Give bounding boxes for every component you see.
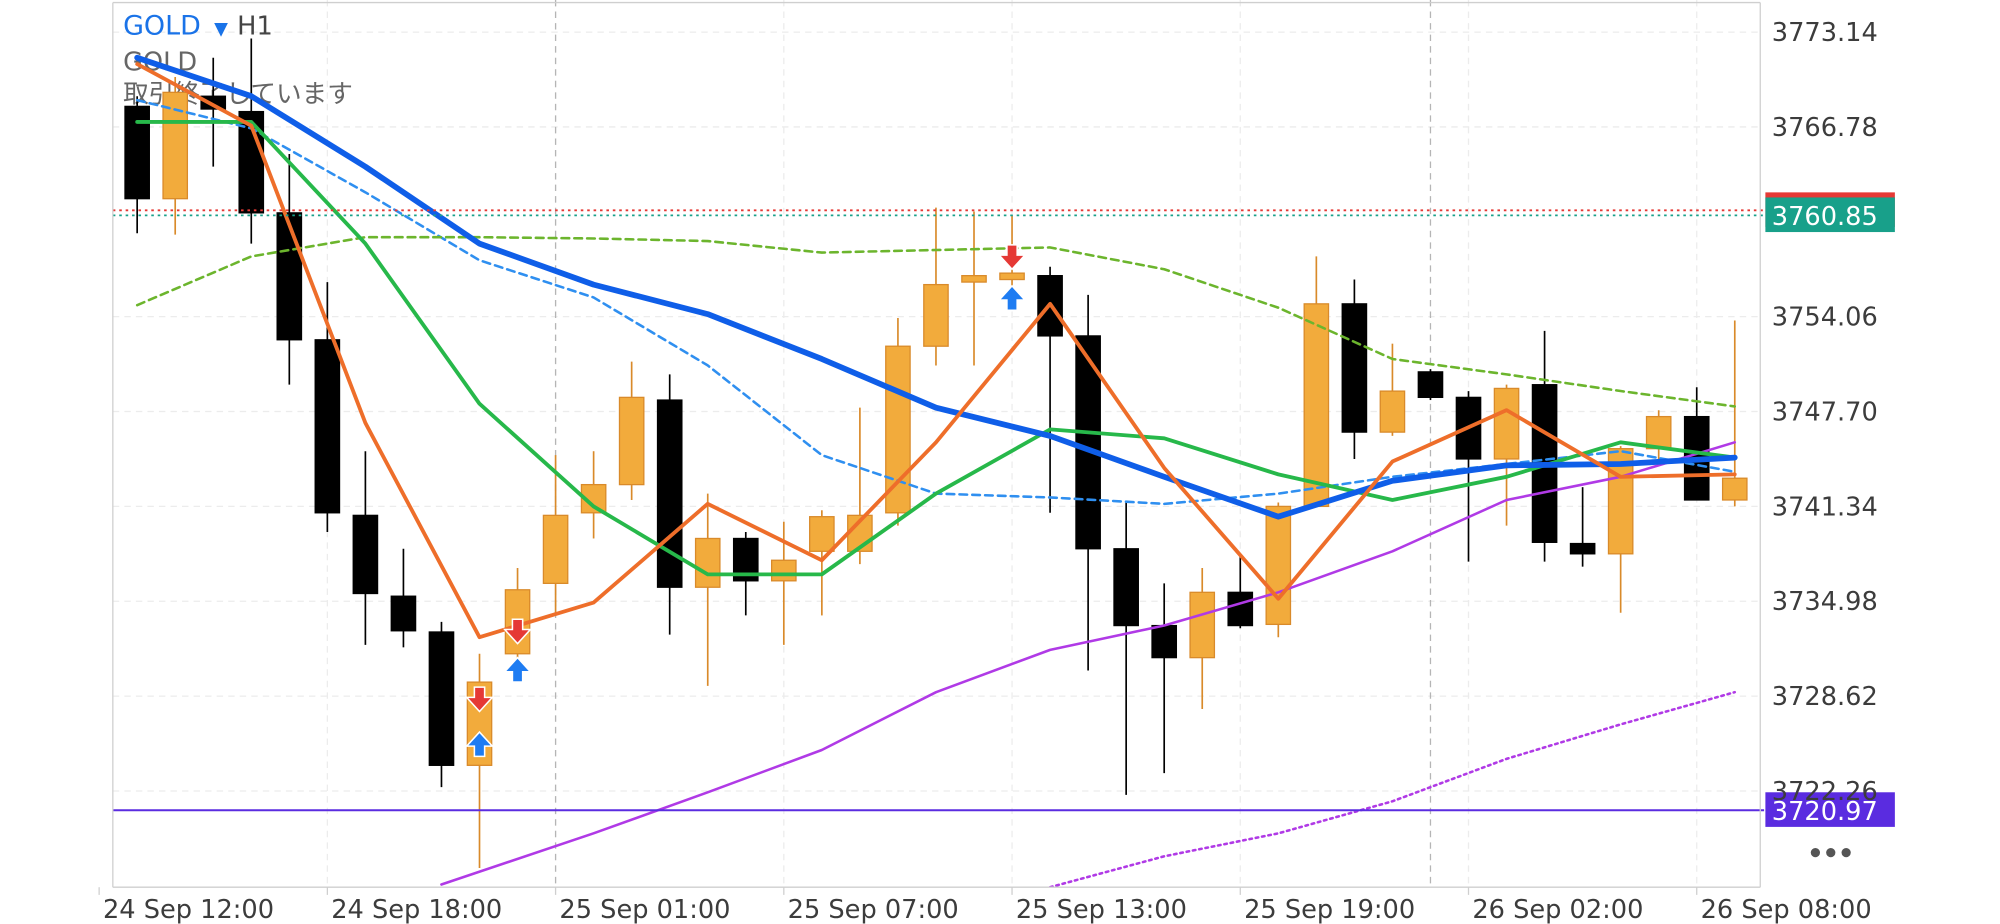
candle-body (1721, 477, 1748, 501)
candle-body (923, 283, 949, 347)
indicator-line (135, 235, 1737, 408)
candle-body (200, 95, 227, 110)
plot-area (124, 38, 1748, 888)
candle-body (1569, 542, 1596, 555)
header: GOLD ▼ H1 GOLD 取引終了しています (123, 11, 353, 110)
candle-body (314, 339, 341, 514)
x-tick-label: 24 Sep 12:00 (103, 895, 274, 924)
indicator-line (135, 120, 1737, 577)
indicator-line (440, 441, 1737, 886)
buy-marker (997, 284, 1027, 312)
price-level-box (1765, 197, 1895, 233)
price-level-box (1765, 792, 1895, 827)
overlay: 3760.85 3720.97 (112, 192, 1895, 827)
indicator-line (135, 62, 1737, 640)
indicator-line (1048, 690, 1737, 888)
y-tick-label: 3773.14 (1772, 18, 1878, 48)
buy-marker (464, 730, 495, 758)
candle-body (618, 396, 645, 486)
sell-marker (502, 618, 533, 645)
candle-body (1303, 303, 1330, 508)
y-tick-label: 3728.62 (1772, 682, 1878, 712)
candle-body (961, 275, 987, 283)
y-tick-label: 3747.70 (1772, 398, 1878, 428)
candle-body (1493, 387, 1520, 460)
y-tick-label: 3722.26 (1772, 777, 1878, 807)
price-level-label: 3760.85 (1772, 202, 1878, 232)
candle-body (809, 516, 835, 552)
sell-marker (464, 686, 495, 713)
timeframe[interactable]: H1 (237, 12, 273, 42)
candle-body (656, 399, 683, 588)
candle-body (276, 212, 303, 341)
candle-body (1113, 548, 1139, 627)
candle-body (770, 559, 797, 582)
candle-body (1379, 390, 1406, 433)
candle-body (1341, 303, 1368, 433)
y-tick-label: 3734.98 (1772, 587, 1878, 617)
symbol[interactable]: GOLD (123, 11, 201, 42)
x-tick-label: 25 Sep 01:00 (559, 895, 730, 924)
more-button[interactable] (1810, 847, 1851, 858)
y-tick-label: 3766.78 (1772, 113, 1878, 143)
candle-body (1265, 505, 1292, 626)
candle-body (1151, 624, 1178, 659)
candle-body (694, 537, 721, 588)
dot (1841, 847, 1851, 858)
candle-body (1189, 591, 1216, 659)
x-tick-label: 26 Sep 08:00 (1701, 895, 1872, 924)
candle-body (885, 345, 911, 514)
candle-body (1645, 415, 1672, 450)
candle-body (428, 631, 455, 766)
y-tick-label: 3754.06 (1772, 303, 1878, 333)
candle-body (352, 514, 379, 595)
candle-body (542, 514, 569, 585)
dropdown-caret[interactable]: ▼ (214, 19, 228, 40)
y-tick-label: 3741.34 (1772, 492, 1878, 522)
dot (1810, 847, 1820, 858)
sell-marker (997, 244, 1027, 271)
x-tick-label: 25 Sep 07:00 (788, 895, 959, 924)
x-tick-label: 24 Sep 18:00 (331, 895, 502, 924)
candle-body (1417, 371, 1444, 399)
candle-body (999, 272, 1025, 281)
indicator-line (134, 54, 1738, 520)
buy-marker (502, 656, 533, 683)
x-tick-label: 26 Sep 02:00 (1472, 895, 1643, 924)
price-level-label: 3720.97 (1772, 797, 1878, 827)
x-tick-label: 25 Sep 13:00 (1016, 895, 1187, 924)
candle-body (1227, 591, 1254, 627)
candle-body (390, 595, 417, 632)
x-tick-label: 25 Sep 19:00 (1244, 895, 1415, 924)
dot (1826, 847, 1836, 858)
